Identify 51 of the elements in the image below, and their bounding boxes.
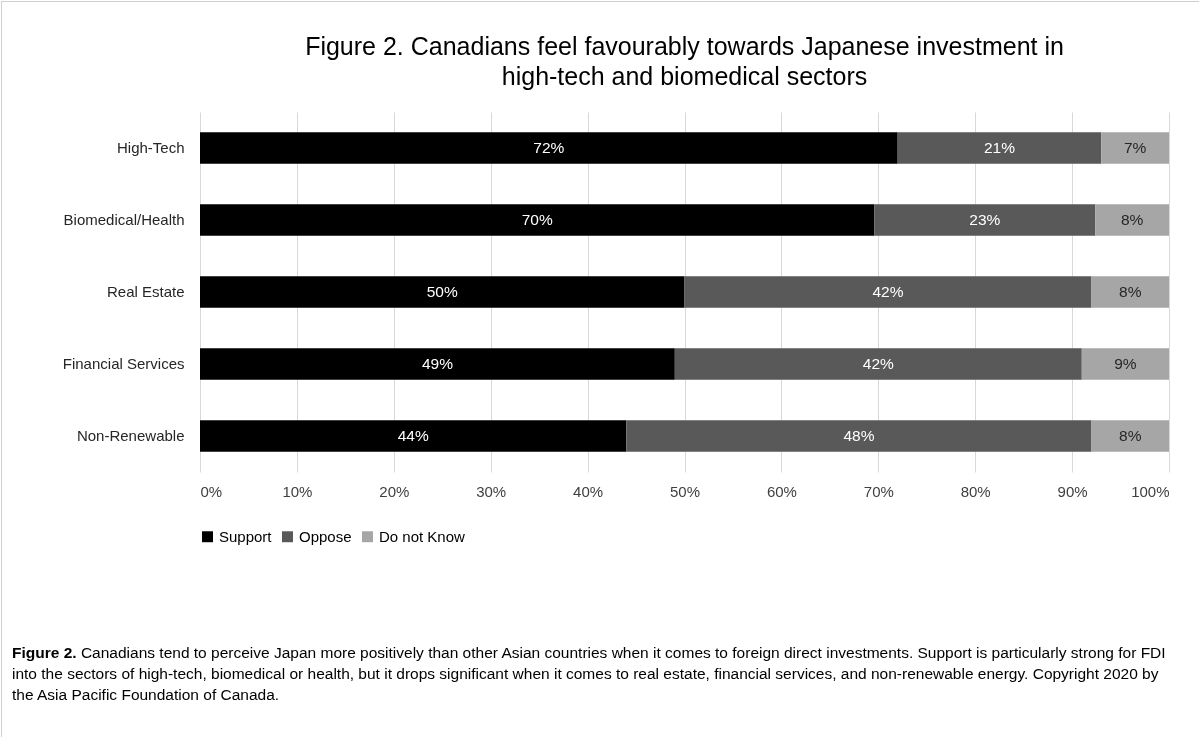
- bar: [200, 348, 675, 380]
- chart-title: Figure 2. Canadians feel favourably towards Japanese investment in high-tech and biomedical sectors: [305, 32, 1064, 90]
- data-label: 70%: [521, 211, 553, 228]
- bar: [200, 276, 685, 308]
- data-label: 8%: [1119, 283, 1142, 300]
- x-tick-label: 50%: [669, 482, 701, 500]
- y-tick-label: Biomedical/Health: [63, 211, 185, 228]
- x-tick-label: 0%: [200, 482, 223, 500]
- bar: [200, 132, 898, 164]
- data-label: 72%: [533, 139, 565, 156]
- data-label: 42%: [872, 283, 904, 300]
- legend-label: Support: [219, 527, 273, 545]
- x-tick-label: 70%: [863, 482, 894, 500]
- legend-label: Oppose: [299, 527, 352, 545]
- bar: [674, 348, 1082, 380]
- bar: [200, 420, 627, 452]
- y-tick-label: Non-Renewable: [76, 427, 185, 444]
- x-tick-label: 100%: [1131, 482, 1170, 500]
- x-tick-label: 90%: [1057, 482, 1088, 500]
- y-tick-label: Real Estate: [106, 283, 185, 300]
- data-label: 7%: [1123, 139, 1147, 156]
- data-label: 21%: [983, 139, 1016, 156]
- bar: [1091, 420, 1169, 452]
- data-label: 23%: [969, 211, 1001, 228]
- data-label: 42%: [862, 355, 895, 372]
- bar: [897, 132, 1102, 164]
- data-label: 49%: [421, 355, 454, 372]
- bar: [874, 204, 1096, 236]
- x-tick-label: 10%: [282, 482, 313, 500]
- data-label: 8%: [1120, 211, 1144, 228]
- x-tick-label: 20%: [379, 482, 410, 500]
- data-label: 50%: [426, 283, 458, 300]
- bar: [626, 420, 1092, 452]
- x-tick-label: 60%: [766, 482, 797, 500]
- bar: [200, 204, 875, 236]
- bar: [1081, 348, 1169, 380]
- data-label: 9%: [1114, 355, 1137, 372]
- data-label: 8%: [1119, 427, 1142, 444]
- legend-label: Do not Know: [379, 527, 466, 545]
- x-tick-label: 40%: [573, 482, 604, 500]
- data-label: 44%: [397, 427, 429, 444]
- bar: [684, 276, 1092, 308]
- bar: [1091, 276, 1169, 308]
- caption: Figure 2. Canadians tend to perceive Japan more positively than other Asian countries when it comes to foreign direct investments. Support is particularly strong for FDI into the sectors of high-tech, biomedical or health, but it drops significant when it comes to real estate, financial services, and non-renewable energy. Copyright 2020 by the Asia Pacific Foundation of Canada.: [12, 643, 1167, 705]
- y-tick-label: High-Tech: [116, 139, 185, 156]
- data-label: 48%: [843, 427, 875, 444]
- bar: [1095, 204, 1169, 236]
- x-tick-label: 30%: [476, 482, 507, 500]
- y-tick-label: Financial Services: [62, 355, 185, 372]
- x-tick-label: 80%: [960, 482, 991, 500]
- bar: [1101, 132, 1169, 164]
